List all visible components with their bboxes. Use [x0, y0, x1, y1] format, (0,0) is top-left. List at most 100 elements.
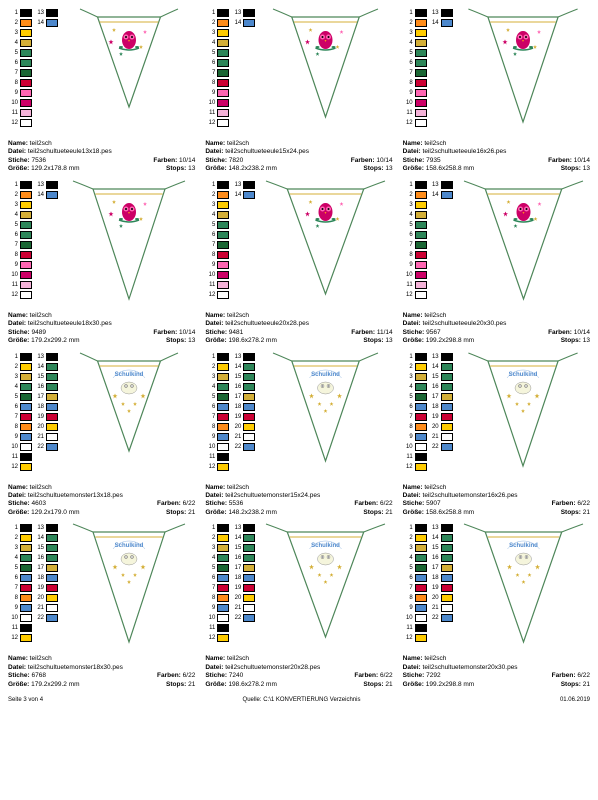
palette-swatch — [243, 564, 255, 572]
palette-num: 22 — [231, 615, 241, 621]
palette-swatch — [415, 594, 427, 602]
palette-row: 315 — [205, 543, 255, 553]
palette-swatch — [46, 181, 58, 189]
palette-num: 3 — [8, 545, 18, 551]
palette-num: 20 — [429, 424, 439, 430]
palette-row: 12 — [8, 118, 58, 128]
palette-swatch — [20, 584, 32, 592]
item-top: 11321431541651761871982092110221112 Schu… — [205, 352, 392, 482]
palette-row: 9 — [8, 88, 58, 98]
palette-swatch — [20, 9, 32, 17]
design-item: 11321431541651761871982092110221112 Schu… — [8, 523, 195, 689]
palette-swatch — [243, 19, 255, 27]
palette-swatch — [243, 554, 255, 562]
palette-num: 10 — [403, 272, 413, 278]
palette-swatch — [20, 69, 32, 77]
palette-swatch — [243, 9, 255, 17]
palette-num: 13 — [429, 354, 439, 360]
palette-swatch — [243, 353, 255, 361]
palette-swatch — [20, 413, 32, 421]
palette-swatch — [217, 393, 229, 401]
palette-row: 7 — [205, 240, 255, 250]
palette-num: 21 — [231, 434, 241, 440]
palette-row: 214 — [8, 190, 58, 200]
palette-num: 13 — [231, 354, 241, 360]
info-name: Name: teil2sch — [8, 484, 195, 492]
palette-row: 517 — [403, 563, 453, 573]
palette-swatch — [217, 373, 229, 381]
palette-row: 517 — [403, 392, 453, 402]
palette-num: 11 — [403, 110, 413, 116]
design-preview: Schulkind — [62, 523, 195, 653]
palette-row: 7 — [8, 68, 58, 78]
palette-num: 21 — [231, 605, 241, 611]
palette-num: 8 — [8, 252, 18, 258]
palette-swatch — [217, 19, 229, 27]
svg-text:Schulkind: Schulkind — [312, 372, 341, 378]
palette-num: 16 — [231, 384, 241, 390]
info-name: Name: teil2sch — [205, 484, 392, 492]
palette-num: 8 — [403, 595, 413, 601]
palette-row: 6 — [205, 58, 255, 68]
palette-row: 416 — [205, 553, 255, 563]
palette-num: 5 — [8, 50, 18, 56]
palette-row: 820 — [403, 422, 453, 432]
palette-swatch — [46, 19, 58, 27]
palette-num: 4 — [205, 212, 215, 218]
palette-swatch — [441, 534, 453, 542]
palette-num: 12 — [205, 464, 215, 470]
palette-swatch — [20, 554, 32, 562]
palette-swatch — [415, 604, 427, 612]
palette-swatch — [217, 281, 229, 289]
palette-row: 12 — [8, 290, 58, 300]
palette-swatch — [415, 363, 427, 371]
palette-num: 1 — [205, 354, 215, 360]
palette-row: 11 — [205, 452, 255, 462]
palette-row: 1022 — [8, 613, 58, 623]
palette-row: 416 — [205, 382, 255, 392]
design-item: 11321431541651761871982092110221112 Schu… — [8, 352, 195, 518]
palette-swatch — [441, 544, 453, 552]
palette-swatch — [217, 211, 229, 219]
palette-row: 4 — [8, 38, 58, 48]
palette-swatch — [243, 403, 255, 411]
info-name: Name: teil2sch — [403, 140, 590, 148]
palette-swatch — [217, 29, 229, 37]
palette-swatch — [415, 353, 427, 361]
info-stops: Stops: 13 — [561, 337, 590, 345]
palette-swatch — [46, 373, 58, 381]
palette-num: 4 — [8, 555, 18, 561]
info-datei: Datei: teil2schultueteeule18x30.pes — [8, 320, 195, 328]
palette-swatch — [415, 624, 427, 632]
palette-row: 10 — [205, 270, 255, 280]
item-info: Name: teil2sch Datei: teil2schultueteeul… — [205, 140, 392, 174]
design-preview: Schulkind — [62, 352, 195, 482]
palette-num: 12 — [205, 635, 215, 641]
palette-row: 11 — [205, 623, 255, 633]
palette-row: 5 — [8, 220, 58, 230]
palette-num: 2 — [8, 535, 18, 541]
palette-num: 2 — [205, 535, 215, 541]
palette-num: 9 — [205, 605, 215, 611]
palette-row: 921 — [403, 603, 453, 613]
svg-text:Schulkind: Schulkind — [509, 372, 538, 378]
palette-swatch — [415, 544, 427, 552]
item-top: 1132143456789101112 — [403, 8, 590, 138]
item-info: Name: teil2sch Datei: teil2schultuetemon… — [205, 655, 392, 689]
design-item: 1132143456789101112 Name: teil2sch Datei… — [205, 180, 392, 346]
palette-row: 8 — [403, 250, 453, 260]
palette-num: 12 — [8, 120, 18, 126]
palette-row: 5 — [8, 48, 58, 58]
palette-swatch — [20, 221, 32, 229]
palette-num: 15 — [34, 545, 44, 551]
palette-swatch — [243, 181, 255, 189]
palette-num: 17 — [231, 394, 241, 400]
palette-num: 6 — [403, 404, 413, 410]
palette-num: 6 — [8, 232, 18, 238]
palette-swatch — [415, 99, 427, 107]
palette-swatch — [20, 231, 32, 239]
palette-swatch — [441, 393, 453, 401]
palette-swatch — [415, 109, 427, 117]
palette-row: 9 — [8, 260, 58, 270]
palette-num: 12 — [8, 292, 18, 298]
